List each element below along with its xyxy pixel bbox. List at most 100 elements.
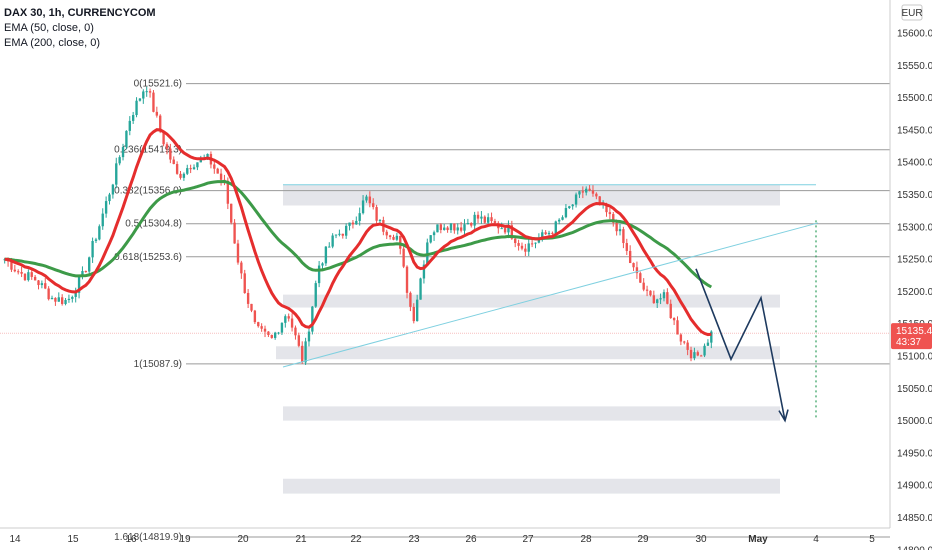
candle-body — [686, 342, 689, 350]
candle-body — [581, 191, 585, 193]
candle-body — [652, 295, 656, 304]
time-tick-label: 4 — [813, 534, 819, 545]
price-tick-label: 15100.0 — [897, 352, 932, 363]
candle-body — [378, 220, 382, 222]
time-tick-label: 23 — [408, 534, 420, 545]
candle-up — [422, 260, 426, 284]
candle-up — [115, 157, 118, 189]
candle-up — [104, 196, 108, 218]
candle-up — [693, 347, 696, 361]
candle-down — [152, 90, 155, 113]
candle-body — [595, 193, 598, 197]
time-axis[interactable]: 14 15 16 19 20 21 22 23 26 27 28 29 30 May 4 5 — [0, 527, 890, 545]
current-price-tag — [891, 323, 932, 350]
candle-body — [243, 273, 246, 293]
candle-body — [152, 92, 155, 112]
price-tick-label: 15250.0 — [897, 255, 932, 266]
candle-body — [57, 297, 60, 302]
price-tick-label: 14950.0 — [897, 448, 932, 459]
candle-down — [148, 88, 152, 98]
candle-body — [446, 227, 449, 231]
candle-body — [44, 283, 47, 289]
candle-body — [169, 148, 172, 160]
candle-body — [267, 331, 270, 335]
candle-body — [622, 229, 625, 244]
time-tick-label: 5 — [869, 534, 875, 545]
candle-body — [94, 239, 98, 241]
candle-body — [706, 342, 710, 346]
candle-down — [402, 245, 405, 269]
candle-body — [263, 328, 267, 332]
candle-down — [497, 221, 500, 234]
candle-down — [267, 331, 270, 338]
price-tick-label: 15350.0 — [897, 190, 932, 201]
time-tick-label: May — [748, 534, 768, 545]
candle-up — [57, 292, 60, 302]
ema200-legend[interactable]: EMA (200, close, 0) — [4, 37, 100, 49]
candle-up — [344, 223, 348, 239]
candle-down — [297, 332, 301, 348]
candle-up — [486, 213, 490, 225]
candle-down — [632, 262, 635, 271]
candle-up — [145, 86, 148, 97]
candle-up — [74, 287, 77, 303]
candle-body — [304, 341, 307, 363]
candlestick-series — [3, 86, 713, 365]
candle-body — [307, 331, 311, 342]
candle-body — [290, 318, 294, 328]
candle-body — [710, 331, 713, 343]
candle-up — [703, 343, 706, 358]
candle-body — [233, 222, 236, 244]
candle-up — [27, 269, 30, 282]
candle-up — [656, 298, 659, 308]
candle-down — [696, 350, 699, 357]
candle-body — [301, 345, 304, 363]
candle-down — [490, 212, 493, 224]
candle-body — [17, 271, 20, 273]
candle-up — [307, 328, 311, 347]
projection-path — [695, 268, 786, 421]
candle-up — [311, 305, 314, 335]
candle-up — [101, 208, 104, 230]
candle-down — [683, 340, 686, 345]
candle-body — [142, 91, 145, 99]
candle-down — [13, 264, 17, 273]
symbol-title[interactable]: DAX 30, 1h, CURRENCYCOM — [4, 7, 156, 19]
candle-body — [476, 214, 480, 219]
candle-down — [368, 191, 372, 208]
candle-up — [331, 233, 334, 249]
candle-up — [77, 274, 81, 299]
zone-box — [283, 184, 780, 206]
candle-down — [470, 222, 473, 228]
zone-box — [283, 294, 780, 308]
candle-up — [463, 219, 466, 235]
candle-down — [649, 290, 652, 297]
candle-body — [189, 168, 192, 170]
ema50-legend[interactable]: EMA (50, close, 0) — [4, 22, 94, 34]
candle-body — [71, 296, 74, 299]
candle-body — [449, 223, 453, 231]
price-tick-label: 15050.0 — [897, 384, 932, 395]
time-tick-label: 16 — [125, 534, 137, 545]
candle-body — [520, 245, 524, 249]
candle-down — [666, 288, 669, 305]
candle-body — [277, 332, 280, 334]
candle-body — [466, 222, 470, 225]
candle-body — [395, 235, 399, 240]
price-axis[interactable]: 15600.0 15550.0 15500.0 15450.0 15400.0 15350… — [889, 0, 932, 550]
candle-body — [27, 272, 30, 281]
candle-body — [591, 190, 595, 194]
candle-down — [233, 219, 236, 244]
candle-down — [622, 226, 625, 249]
candle-down — [162, 131, 165, 147]
candle-body — [344, 225, 348, 236]
candle-up — [138, 98, 142, 102]
candle-up — [571, 204, 574, 210]
candle-up — [192, 164, 196, 170]
candle-body — [324, 246, 328, 264]
candle-up — [324, 246, 328, 267]
candle-body — [361, 200, 365, 214]
candle-body — [50, 297, 54, 300]
candle-body — [564, 208, 568, 218]
